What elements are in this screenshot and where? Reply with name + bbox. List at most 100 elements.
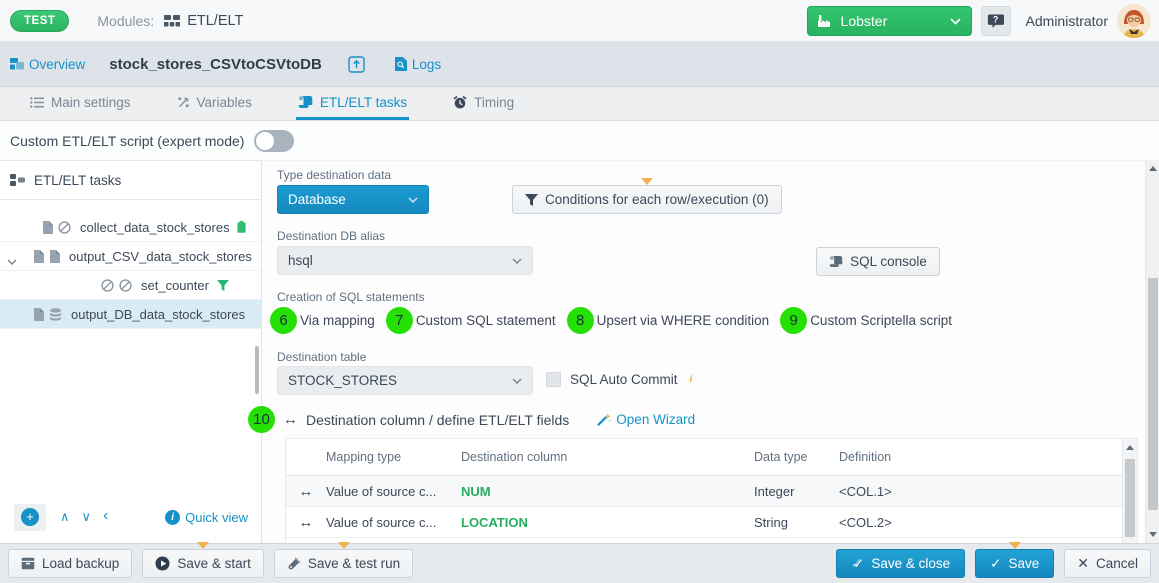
user-avatar[interactable] xyxy=(1117,4,1151,38)
load-backup-button[interactable]: Load backup xyxy=(8,549,133,578)
type-destination-select[interactable]: Database xyxy=(277,185,429,214)
scrollbar-thumb[interactable] xyxy=(1125,459,1135,537)
info-icon: i xyxy=(165,509,181,525)
overview-link[interactable]: Overview xyxy=(10,57,85,72)
move-up-button[interactable]: ∧ xyxy=(60,509,70,524)
test-tube-icon xyxy=(287,556,301,571)
tree-item-output-db[interactable]: output_DB_data_stock_stores xyxy=(0,300,261,329)
no-input-icon xyxy=(58,220,71,234)
annotation-marker xyxy=(337,542,350,549)
column-header: Definition xyxy=(839,450,892,464)
scroll-down-arrow[interactable] xyxy=(1148,532,1157,537)
db-alias-label: Destination DB alias xyxy=(277,229,386,243)
save-close-button[interactable]: ✓✓ Save & close xyxy=(835,549,966,578)
module-name: ETL/ELT xyxy=(187,12,244,29)
console-scroll-icon xyxy=(829,255,843,267)
help-chat-button[interactable]: ? xyxy=(980,6,1011,36)
workspace-dropdown-button[interactable]: Lobster xyxy=(806,6,972,36)
tab-etl-elt-tasks[interactable]: ETL/ELT tasks xyxy=(295,87,410,120)
cancel-button[interactable]: ✕ Cancel xyxy=(1064,549,1151,578)
save-start-button[interactable]: Save & start xyxy=(142,542,264,578)
conditions-label: Conditions for each row/execution (0) xyxy=(545,192,769,207)
type-destination-label: Type destination data xyxy=(277,168,392,182)
option-label: Custom SQL statement xyxy=(415,313,556,328)
chevron-down-icon xyxy=(408,196,418,203)
db-alias-select[interactable]: hsql xyxy=(277,246,533,275)
logs-label: Logs xyxy=(411,56,442,72)
variables-icon xyxy=(177,96,190,108)
load-backup-label: Load backup xyxy=(42,556,120,571)
export-icon[interactable] xyxy=(348,55,365,73)
option-label: Custom Scriptella script xyxy=(810,313,952,328)
scrollbar-thumb[interactable] xyxy=(1148,278,1158,510)
chevron-down-icon xyxy=(512,377,522,384)
annotation-badge: 10 xyxy=(248,406,275,433)
scroll-up-arrow[interactable] xyxy=(1148,166,1157,171)
sql-creation-options: 6 Via mapping 7 Custom SQL statement 8 U… xyxy=(270,307,952,334)
tree-item-collect-data[interactable]: collect_data_stock_stores xyxy=(0,213,261,242)
type-destination-value: Database xyxy=(288,192,346,207)
tree-item-set-counter[interactable]: set_counter xyxy=(0,271,261,300)
table-row[interactable]: ↔ Value of source c... NUM Integer <COL.… xyxy=(286,476,1122,507)
collapse-button[interactable]: ‹ xyxy=(103,507,109,524)
modules-icon xyxy=(164,14,181,27)
option-upsert-where[interactable]: 8 Upsert via WHERE condition xyxy=(566,307,770,334)
page-scrollbar[interactable] xyxy=(1145,160,1159,543)
save-test-run-button[interactable]: Save & test run xyxy=(273,542,414,578)
no-input-icon xyxy=(101,278,114,292)
add-task-button[interactable]: + xyxy=(14,503,46,531)
task-tree-panel: ETL/ELT tasks collect_data_stock_stores xyxy=(0,160,262,543)
workspace-name: Lobster xyxy=(840,13,888,29)
option-label: Upsert via WHERE condition xyxy=(596,313,770,328)
open-wizard-link[interactable]: Open Wizard xyxy=(597,412,695,427)
cell-destination-column: LOCATION xyxy=(461,514,528,530)
move-down-button[interactable]: ∨ xyxy=(81,509,92,524)
option-custom-sql[interactable]: 7 Custom SQL statement xyxy=(385,307,556,334)
overview-label: Overview xyxy=(29,56,86,72)
conditions-button[interactable]: Conditions for each row/execution (0) xyxy=(512,178,782,214)
profile-name: stock_stores_CSVtoCSVtoDB xyxy=(109,55,322,73)
scroll-up-arrow[interactable] xyxy=(1126,445,1134,450)
auto-commit-checkbox[interactable] xyxy=(546,372,561,387)
body: ETL/ELT tasks collect_data_stock_stores xyxy=(0,160,1159,544)
task-tree-header: ETL/ELT tasks xyxy=(0,161,261,200)
annotation-marker xyxy=(1008,542,1021,549)
mapping-arrows-icon: ↔ xyxy=(298,513,314,531)
toggle-knob xyxy=(256,131,275,150)
column-header: Destination column xyxy=(461,450,568,464)
auto-commit-field: SQL Auto Commit i xyxy=(546,372,692,387)
save-button[interactable]: ✓ Save xyxy=(975,542,1055,578)
table-row[interactable]: ↔ Value of source c... LOCATION String <… xyxy=(286,507,1122,538)
svg-text:?: ? xyxy=(993,15,999,25)
expert-mode-toggle[interactable] xyxy=(254,129,295,152)
option-via-mapping[interactable]: 6 Via mapping xyxy=(270,307,375,334)
sql-console-button[interactable]: SQL console xyxy=(816,246,940,276)
check-icon: ✓ xyxy=(990,555,1002,571)
destination-table-select[interactable]: STOCK_STORES xyxy=(277,366,533,395)
logs-link[interactable]: Logs xyxy=(394,56,442,72)
quick-view-link[interactable]: i Quick view xyxy=(165,509,248,525)
modules-label: Modules: xyxy=(97,12,155,29)
tab-variables[interactable]: Variables xyxy=(175,87,254,120)
factory-icon xyxy=(817,15,833,27)
save-label: Save xyxy=(1008,556,1040,571)
table-scrollbar[interactable] xyxy=(1122,439,1137,544)
list-icon xyxy=(30,96,44,108)
db-alias-value: hsql xyxy=(288,253,313,268)
panel-resize-grip[interactable] xyxy=(255,346,259,394)
sql-console-label: SQL console xyxy=(850,253,927,269)
file-icon xyxy=(33,307,44,321)
tree-item-output-csv[interactable]: output_CSV_data_stock_stores xyxy=(0,242,261,271)
destination-table-value: STOCK_STORES xyxy=(288,373,398,388)
file-icon xyxy=(49,249,60,263)
option-custom-scriptella[interactable]: 9 Custom Scriptella script xyxy=(780,307,952,334)
annotation-marker xyxy=(197,542,210,549)
chevron-down-icon[interactable] xyxy=(7,253,17,268)
tree-item-label: collect_data_stock_stores xyxy=(80,219,230,235)
auto-commit-label: SQL Auto Commit xyxy=(570,372,678,387)
tab-timing[interactable]: Timing xyxy=(451,87,516,120)
tree-item-label: output_DB_data_stock_stores xyxy=(71,306,246,322)
tab-main-settings[interactable]: Main settings xyxy=(28,87,133,120)
tree-item-label: set_counter xyxy=(141,277,209,293)
column-header: Data type xyxy=(754,450,808,464)
